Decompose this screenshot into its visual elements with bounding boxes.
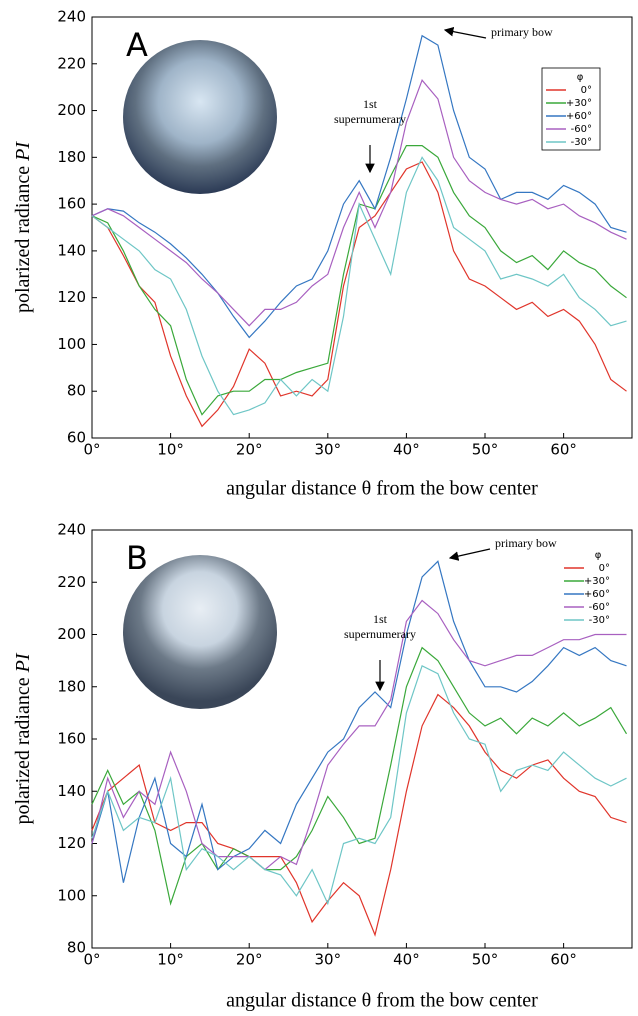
arrow (448, 548, 491, 561)
x-tick-label: 20° (236, 441, 263, 459)
y-axis-label-text: polarized radiance (12, 677, 34, 824)
legend-label: +60° (584, 589, 610, 600)
plot-frame (91, 16, 633, 439)
y-tick-label: 160 (57, 730, 86, 748)
legend-label: -60° (589, 602, 610, 613)
y-tick-label: 240 (57, 521, 86, 539)
x-tick-label: 60° (550, 441, 577, 459)
y-tick-label: 140 (57, 241, 86, 259)
x-tick-label: 50° (472, 951, 499, 969)
x-tick-label: 0° (83, 441, 100, 459)
y-tick-label: 200 (57, 625, 86, 643)
y-tick-label: 120 (57, 288, 86, 306)
panel-label: B (126, 539, 148, 577)
legend-label: 0° (599, 563, 610, 574)
y-tick-label: 100 (57, 335, 86, 353)
y-tick-label: 60 (67, 429, 86, 447)
panel-label: A (126, 26, 148, 64)
x-tick-label: 0° (83, 951, 100, 969)
series-line (91, 79, 627, 327)
series-line (91, 599, 627, 871)
x-axis-label: angular distance θ from the bow center (226, 990, 538, 1011)
legend-label: +60° (566, 111, 592, 122)
series-line (91, 664, 627, 906)
x-tick-label: 20° (236, 951, 263, 969)
annotation: primary bow (491, 25, 553, 39)
y-axis-label-var: PI (12, 141, 34, 162)
series-line (91, 161, 627, 428)
y-axis-label-text: polarized radiance (12, 166, 34, 313)
annotation: 1st (363, 97, 378, 111)
y-axis-label: polarized radiance PI (12, 652, 34, 824)
y-tick-label: 80 (67, 939, 86, 957)
x-axis-label: angular distance θ from the bow center (226, 478, 538, 500)
photo (123, 555, 277, 709)
series-line (91, 156, 627, 416)
series-line (91, 560, 627, 883)
legend-title: φ (577, 72, 584, 83)
y-tick-label: 180 (57, 677, 86, 695)
y-tick-label: 220 (57, 54, 86, 72)
x-tick-label: 50° (472, 441, 499, 459)
y-tick-label: 160 (57, 195, 86, 213)
x-tick-label: 30° (315, 441, 342, 459)
x-tick-label: 60° (550, 951, 577, 969)
x-tick-label: 10° (157, 951, 184, 969)
legend-title: φ (595, 550, 602, 561)
legend-label: -30° (589, 615, 610, 626)
y-tick-label: 120 (57, 834, 86, 852)
legend-label: -30° (571, 137, 592, 148)
y-tick-label: 140 (57, 782, 86, 800)
y-tick-label: 220 (57, 573, 86, 591)
series-line (91, 646, 628, 906)
legend-label: +30° (584, 576, 610, 587)
annotation: supernumerary (334, 112, 406, 126)
y-tick-label: 100 (57, 886, 86, 904)
y-tick-label: 80 (67, 382, 86, 400)
arrow (443, 26, 487, 39)
x-tick-label: 10° (157, 441, 184, 459)
annotation: primary bow (495, 536, 557, 550)
y-axis-label-var: PI (12, 652, 34, 673)
x-tick-label: 40° (393, 951, 420, 969)
y-axis-label: polarized radiance PI (12, 141, 34, 313)
legend-label: -60° (571, 124, 592, 135)
x-tick-label: 40° (393, 441, 420, 459)
x-tick-label: 30° (315, 951, 342, 969)
annotation: supernumerary (344, 627, 416, 641)
legend-label: +30° (566, 98, 592, 109)
legend-label: 0° (581, 85, 592, 96)
y-tick-label: 180 (57, 148, 86, 166)
y-tick-label: 240 (57, 8, 86, 26)
series-line (91, 34, 627, 339)
legend-box (541, 67, 601, 151)
series-line (91, 693, 627, 937)
y-tick-label: 200 (57, 101, 86, 119)
photo (123, 40, 277, 194)
annotation: 1st (373, 612, 388, 626)
